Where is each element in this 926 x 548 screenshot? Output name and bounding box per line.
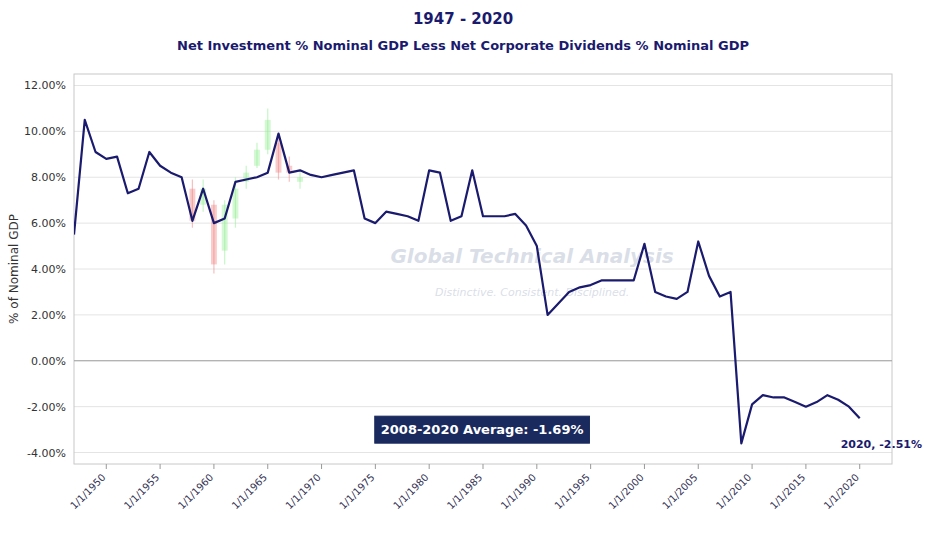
subtitle: Net Investment % Nominal GDP Less Net Co…: [177, 38, 749, 53]
x-tick-label: 1/1/1950: [68, 472, 108, 512]
grid-line: [74, 269, 892, 270]
y-tick-label: -2.00%: [27, 401, 66, 414]
x-tick-label: 1/1/2015: [768, 472, 808, 512]
y-axis-label: % of Nominal GDP: [7, 214, 21, 324]
x-tick-label: 1/1/1955: [122, 472, 162, 512]
x-tick-label: 1/1/1975: [337, 472, 377, 512]
x-tick: [590, 464, 591, 469]
y-tick-label: 8.00%: [31, 171, 66, 184]
grid-line: [74, 85, 892, 86]
candle-body: [232, 189, 238, 219]
grid-line: [74, 223, 892, 224]
x-tick-label: 1/1/2020: [822, 472, 862, 512]
zero-line: [74, 360, 892, 361]
series-line: [74, 120, 860, 443]
x-tick: [805, 464, 806, 469]
x-tick: [536, 464, 537, 469]
y-tick-label: 2.00%: [31, 309, 66, 322]
grid-line: [74, 177, 892, 178]
x-tick-label: 1/1/2010: [714, 472, 754, 512]
candle-body: [297, 177, 303, 182]
x-tick-label: 1/1/1965: [230, 472, 270, 512]
annotation-box-bg: [375, 416, 590, 443]
grid-line: [74, 360, 892, 361]
annotation: 2020, -2.51%: [841, 438, 922, 451]
x-tick: [752, 464, 753, 469]
x-tick: [429, 464, 430, 469]
x-tick: [160, 464, 161, 469]
x-tick: [698, 464, 699, 469]
x-tick-label: 1/1/2000: [606, 472, 646, 512]
annotation-box: 2008-2020 Average: -1.69%: [375, 416, 590, 443]
x-tick: [106, 464, 107, 469]
x-tick-label: 1/1/2005: [660, 472, 700, 512]
watermark: Global Technical Analysis: [390, 244, 673, 268]
x-tick: [644, 464, 645, 469]
candle-body: [276, 143, 282, 173]
grid-line: [74, 314, 892, 315]
watermark: Distinctive. Consistent. Disciplined.: [435, 286, 629, 299]
x-tick: [375, 464, 376, 469]
candle-body: [254, 150, 260, 166]
x-tick-label: 1/1/1970: [283, 472, 323, 512]
x-tick: [321, 464, 322, 469]
y-tick-label: 4.00%: [31, 263, 66, 276]
grid-line: [74, 406, 892, 407]
grid-line: [74, 131, 892, 132]
y-tick-label: 0.00%: [31, 355, 66, 368]
x-tick-label: 1/1/1995: [553, 472, 593, 512]
x-tick-label: 1/1/1960: [176, 472, 216, 512]
annotation: 2008-2020 Average: -1.69%: [381, 422, 584, 437]
candle-body: [265, 120, 271, 150]
y-tick-label: -4.00%: [27, 447, 66, 460]
x-tick-label: 1/1/1990: [499, 472, 539, 512]
x-tick: [213, 464, 214, 469]
title: 1947 - 2020: [413, 10, 513, 28]
plot-area: [74, 108, 892, 443]
chart: 1947 - 2020 Net Investment % Nominal GDP …: [0, 0, 926, 548]
x-tick: [267, 464, 268, 469]
x-tick: [859, 464, 860, 469]
y-tick-label: 12.00%: [24, 79, 66, 92]
plot-frame: [74, 74, 892, 464]
y-tick-label: 6.00%: [31, 217, 66, 230]
grid-line: [74, 452, 892, 453]
x-tick-label: 1/1/1985: [445, 472, 485, 512]
x-tick: [483, 464, 484, 469]
x-tick-label: 1/1/1980: [391, 472, 431, 512]
y-tick-label: 10.00%: [24, 125, 66, 138]
